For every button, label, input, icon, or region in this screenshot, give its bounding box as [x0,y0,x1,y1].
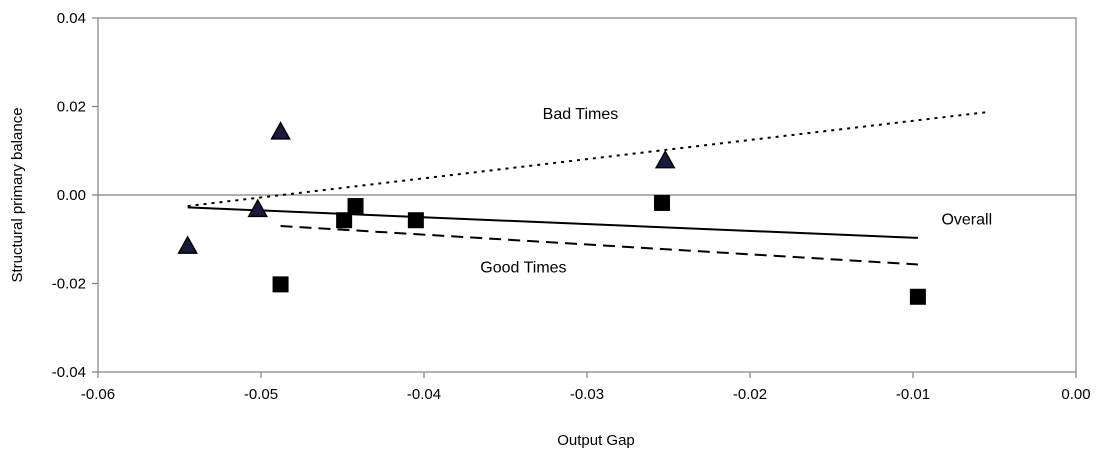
y-tick-label: -0.04 [52,364,86,381]
square-point [407,212,424,229]
square-point [347,198,364,215]
x-tick-label: 0.00 [1061,386,1090,403]
y-tick-label: 0.04 [57,10,86,27]
x-axis-title: Output Gap [557,432,635,449]
annotations: Bad Times Overall Good Times [480,106,992,277]
annotation-good-times: Good Times [480,259,566,276]
axes [97,17,1077,373]
triangle-point [654,149,676,169]
y-tick-label: -0.02 [52,276,86,293]
y-tick-label: 0.00 [57,187,86,204]
x-tick-label: -0.01 [896,386,930,403]
square-point [336,212,353,229]
x-tick-label: -0.04 [407,386,441,403]
trendline-good-times [280,224,918,266]
data-points [177,121,926,305]
square-point [653,194,670,211]
annotation-overall: Overall [941,212,992,229]
trendline-bad-times [187,110,990,208]
x-tick-label: -0.05 [244,386,278,403]
y-axis-title: Structural primary balance [9,107,26,282]
triangle-point [177,235,198,254]
x-tick-label: -0.02 [733,386,767,403]
y-tick-label: 0.02 [57,99,86,116]
x-tick-label: -0.03 [570,386,604,403]
square-point [272,276,289,293]
annotation-bad-times: Bad Times [543,106,619,123]
trendlines [187,110,990,266]
trendline-overall [187,206,918,239]
tick-labels: -0.06 -0.05 -0.04 -0.03 -0.02 -0.01 0.00 0.04 0.… [52,10,1091,403]
x-tick-label: -0.06 [81,386,115,403]
triangle-point [247,198,269,218]
square-point [909,288,926,305]
triangle-point [270,121,291,140]
